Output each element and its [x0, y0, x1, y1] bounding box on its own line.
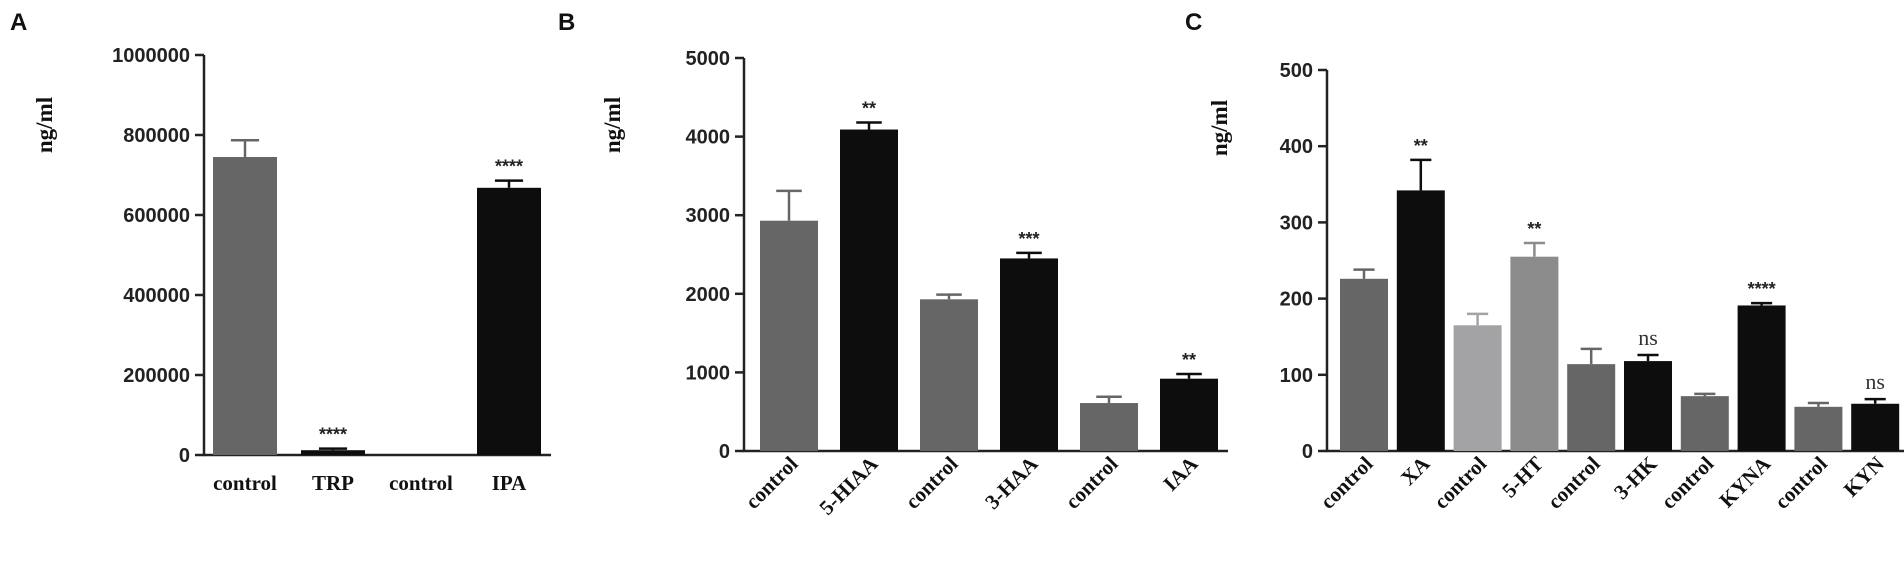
y-tick-label: 0 [719, 441, 730, 463]
y-tick-label: 200000 [123, 365, 190, 387]
significance-label: ** [1527, 219, 1541, 239]
y-tick-label: 400 [1280, 136, 1313, 158]
significance-label: *** [1018, 229, 1039, 249]
x-tick-label: control [1060, 451, 1122, 513]
bar-control [1794, 406, 1843, 451]
x-tick-label: 5-HT [1497, 452, 1548, 503]
bar-control [1340, 278, 1388, 451]
panel-b: Bng/ml 0 1000 2000 3000 4000 5000 control ** 5-HI… [558, 9, 1228, 520]
bar-5-hiaa [840, 129, 898, 451]
y-tick-label: 0 [1302, 441, 1313, 463]
y-tick-label: 300 [1280, 212, 1313, 234]
x-tick-label: XA [1396, 451, 1435, 490]
bar-kyna [1737, 305, 1786, 451]
bar-trp [301, 450, 365, 455]
x-tick-label: control [389, 471, 453, 495]
y-tick-label: 1000 [686, 362, 731, 384]
y-tick-label: 0 [179, 445, 190, 467]
x-tick-label: 5-HIAA [814, 451, 883, 520]
y-tick-label: 200 [1280, 289, 1313, 311]
significance-label: **** [495, 157, 523, 177]
significance-label: ** [1182, 350, 1196, 370]
panel-a: Ang/ml 0 200000 400000 600000 800000 1000000 co… [10, 9, 551, 495]
y-axis-label: ng/ml [600, 97, 625, 153]
significance-label: **** [1748, 279, 1776, 299]
y-tick-label: 2000 [686, 284, 731, 306]
bar-iaa [1160, 378, 1218, 451]
panel-label: B [558, 9, 575, 36]
bar-control [1080, 403, 1138, 451]
significance-label: ** [862, 98, 876, 118]
y-tick-label: 3000 [686, 205, 731, 227]
x-tick-label: 3-HK [1609, 451, 1662, 504]
y-tick-label: 1000000 [112, 45, 190, 67]
y-tick-label: 100 [1280, 365, 1313, 387]
y-axis-label: ng/ml [1207, 100, 1232, 156]
significance-label: ns [1865, 369, 1885, 394]
significance-label: ns [1638, 325, 1658, 350]
x-tick-label: IAA [1158, 451, 1203, 496]
y-tick-label: 4000 [686, 127, 731, 149]
y-tick-label: 5000 [686, 48, 731, 70]
bar-5-ht [1510, 256, 1559, 451]
panel-c: Cng/ml0100200300400500control**XAcontrol… [1185, 9, 1904, 514]
significance-label: **** [319, 425, 347, 445]
panel-label: C [1185, 9, 1202, 36]
bar-control [920, 299, 978, 451]
x-tick-label: IPA [492, 471, 527, 495]
bar-kyn [1851, 403, 1900, 451]
x-tick-label: control [1543, 451, 1605, 513]
x-tick-label: control [213, 471, 277, 495]
bar-xa [1396, 190, 1445, 451]
y-tick-label: 500 [1280, 60, 1313, 82]
x-tick-label: 3-HAA [980, 451, 1043, 514]
x-tick-label: TRP [312, 471, 354, 495]
x-tick-label: control [1315, 451, 1377, 513]
panel-label: A [10, 9, 27, 36]
bar-control [1453, 325, 1502, 451]
y-tick-label: 800000 [123, 125, 190, 147]
x-tick-label: control [740, 451, 802, 513]
y-tick-label: 600000 [123, 205, 190, 227]
bar-3-hk [1624, 361, 1672, 451]
bar-control [213, 157, 277, 455]
x-tick-label: KYN [1839, 452, 1889, 502]
bar-control [1680, 396, 1729, 451]
bar-control [1567, 364, 1616, 451]
x-tick-label: control [1429, 451, 1491, 513]
bar-control [760, 220, 818, 451]
x-tick-label: control [1770, 451, 1832, 513]
bar-ipa [477, 187, 541, 456]
y-axis-label: ng/ml [32, 97, 57, 153]
significance-label: ** [1414, 136, 1428, 156]
x-tick-label: control [1656, 451, 1718, 513]
y-tick-label: 400000 [123, 285, 190, 307]
x-tick-label: control [900, 451, 962, 513]
x-tick-label: KYNA [1714, 451, 1775, 512]
bar-3-haa [1000, 258, 1058, 451]
